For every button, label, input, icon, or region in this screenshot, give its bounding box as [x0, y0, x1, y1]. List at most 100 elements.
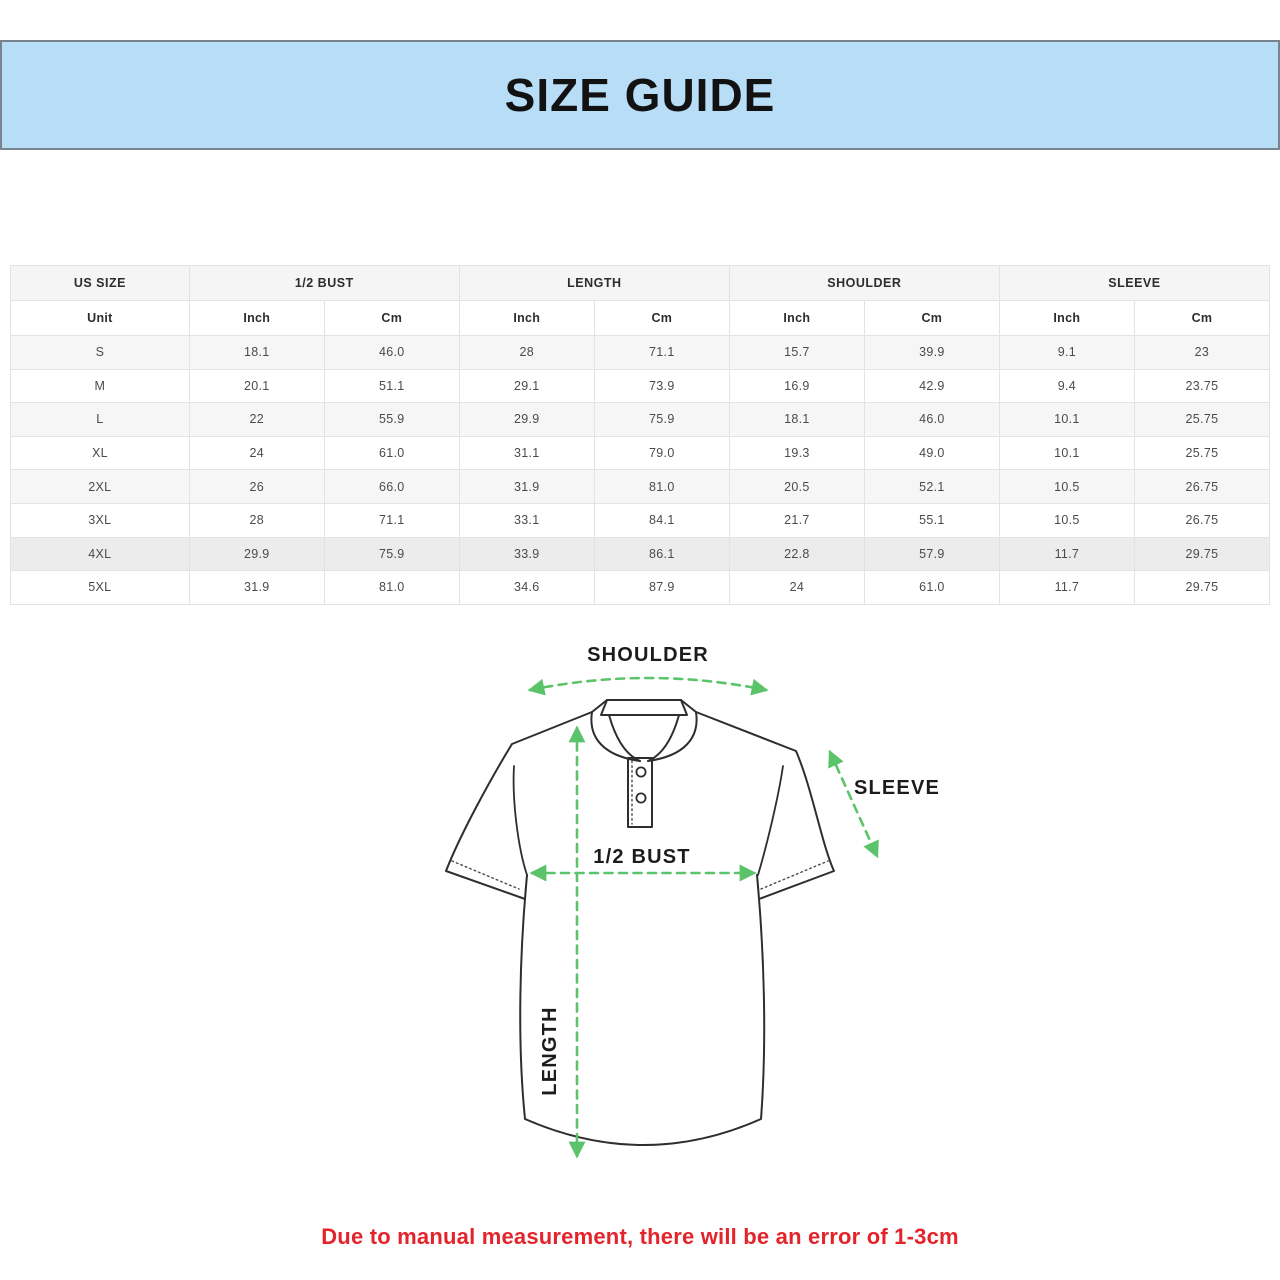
measurement-cell: 22 [188, 402, 325, 437]
column-group-header: US SIZE [10, 265, 190, 301]
column-group-header: SLEEVE [998, 265, 1271, 301]
measurement-cell: 31.1 [458, 435, 595, 471]
measurement-cell: 71.1 [323, 502, 460, 538]
size-label-cell: 5XL [10, 570, 190, 605]
table-row: S 18.1 46.0 28 71.1 15.7 39.9 9.1 23 [10, 335, 1271, 370]
unit-header-cell: Cm [323, 300, 460, 336]
measurement-cell: 29.75 [1133, 570, 1271, 605]
collar [590, 699, 698, 762]
measurement-cell: 81.0 [323, 570, 460, 605]
measurement-cell: 10.5 [998, 502, 1135, 538]
measurement-cell: 15.7 [728, 335, 865, 370]
measurement-cell: 42.9 [863, 368, 1000, 404]
measurement-cell: 75.9 [323, 536, 460, 572]
measurement-cell: 71.1 [593, 335, 730, 370]
shoulder-label: SHOULDER [587, 644, 709, 666]
unit-header-cell: Cm [863, 300, 1000, 336]
size-label-cell: 3XL [10, 502, 190, 538]
measurement-cell: 19.3 [728, 435, 865, 471]
measurement-cell: 26.75 [1133, 469, 1271, 504]
measurement-cell: 46.0 [323, 335, 460, 370]
measurement-cell: 31.9 [188, 570, 325, 605]
measurement-cell: 23 [1133, 335, 1271, 370]
sleeve-arrow [828, 749, 879, 859]
measurement-cell: 9.1 [998, 335, 1135, 370]
measurement-cell: 87.9 [593, 570, 730, 605]
size-label-cell: XL [10, 435, 190, 471]
column-group-header: SHOULDER [728, 265, 1000, 301]
measurement-cell: 66.0 [323, 469, 460, 504]
page-title: SIZE GUIDE [504, 69, 776, 121]
measurement-cell: 10.1 [998, 435, 1135, 471]
unit-header-cell: Cm [1133, 300, 1271, 336]
measurement-cell: 21.7 [728, 502, 865, 538]
table-row: 5XL 31.9 81.0 34.6 87.9 24 61.0 11.7 29.75 [10, 570, 1271, 605]
measurement-cell: 29.9 [188, 536, 325, 572]
column-group-header: 1/2 BUST [188, 265, 460, 301]
shoulder-arrow [527, 676, 769, 696]
size-label-cell: 4XL [10, 536, 190, 572]
measurement-cell: 57.9 [863, 536, 1000, 572]
measurement-cell: 33.1 [458, 502, 595, 538]
unit-header-cell: Inch [998, 300, 1135, 336]
measurement-cell: 73.9 [593, 368, 730, 404]
measurement-cell: 24 [188, 435, 325, 471]
measurement-cell: 84.1 [593, 502, 730, 538]
unit-header-cell: Inch [188, 300, 325, 336]
measurement-cell: 23.75 [1133, 368, 1271, 404]
measurement-cell: 61.0 [323, 435, 460, 471]
table-body: S 18.1 46.0 28 71.1 15.7 39.9 9.1 23 M 20.1 51.1 29.… [10, 335, 1271, 605]
measurement-cell: 18.1 [728, 402, 865, 437]
measurement-cell: 11.7 [998, 536, 1135, 572]
measurement-cell: 79.0 [593, 435, 730, 471]
measurement-cell: 61.0 [863, 570, 1000, 605]
measurement-cell: 34.6 [458, 570, 595, 605]
measurement-cell: 10.1 [998, 402, 1135, 437]
size-label-cell: M [10, 368, 190, 404]
measurement-cell: 18.1 [188, 335, 325, 370]
measurement-cell: 52.1 [863, 469, 1000, 504]
measurement-cell: 28 [458, 335, 595, 370]
measurement-cell: 25.75 [1133, 435, 1271, 471]
unit-header-cell: Cm [593, 300, 730, 336]
measurement-cell: 29.75 [1133, 536, 1271, 572]
sleeve-label: SLEEVE [854, 777, 940, 799]
measurement-note: Due to manual measurement, there will be… [321, 1224, 959, 1249]
measurement-cell: 26.75 [1133, 502, 1271, 538]
bust-label: 1/2 BUST [593, 846, 690, 868]
placket [627, 757, 653, 828]
measurement-cell: 29.1 [458, 368, 595, 404]
table-row: L 22 55.9 29.9 75.9 18.1 46.0 10.1 25.75 [10, 402, 1271, 437]
length-label: LENGTH [539, 1006, 561, 1095]
measurement-cell: 46.0 [863, 402, 1000, 437]
measurement-cell: 16.9 [728, 368, 865, 404]
unit-header-cell: Inch [458, 300, 595, 336]
measurement-cell: 10.5 [998, 469, 1135, 504]
column-group-header: LENGTH [458, 265, 730, 301]
measurement-cell: 81.0 [593, 469, 730, 504]
size-table-container: US SIZE 1/2 BUST LENGTH SHOULDER SLEEVE Unit… [10, 265, 1271, 605]
measurement-cell: 55.1 [863, 502, 1000, 538]
unit-header-cell: Unit [10, 300, 190, 336]
polo-shirt-diagram: SHOULDER SLEEVE 1/2 BUST LENGTH [420, 630, 960, 1190]
unit-header-cell: Inch [728, 300, 865, 336]
size-table: US SIZE 1/2 BUST LENGTH SHOULDER SLEEVE Unit… [10, 265, 1271, 605]
table-row: 4XL 29.9 75.9 33.9 86.1 22.8 57.9 11.7 29.75 [10, 536, 1271, 572]
size-label-cell: 2XL [10, 469, 190, 504]
measurement-cell: 51.1 [323, 368, 460, 404]
table-unit-row: Unit Inch Cm Inch Cm Inch Cm Inch Cm [10, 300, 1271, 336]
measurement-cell: 20.5 [728, 469, 865, 504]
measurement-cell: 31.9 [458, 469, 595, 504]
table-row: M 20.1 51.1 29.1 73.9 16.9 42.9 9.4 23.75 [10, 368, 1271, 404]
size-label-cell: S [10, 335, 190, 370]
measurement-cell: 22.8 [728, 536, 865, 572]
measurement-cell: 49.0 [863, 435, 1000, 471]
measurement-cell: 29.9 [458, 402, 595, 437]
measurement-cell: 33.9 [458, 536, 595, 572]
measurement-cell: 11.7 [998, 570, 1135, 605]
measurement-cell: 25.75 [1133, 402, 1271, 437]
size-label-cell: L [10, 402, 190, 437]
table-group-header-row: US SIZE 1/2 BUST LENGTH SHOULDER SLEEVE [10, 265, 1271, 301]
measurement-cell: 39.9 [863, 335, 1000, 370]
